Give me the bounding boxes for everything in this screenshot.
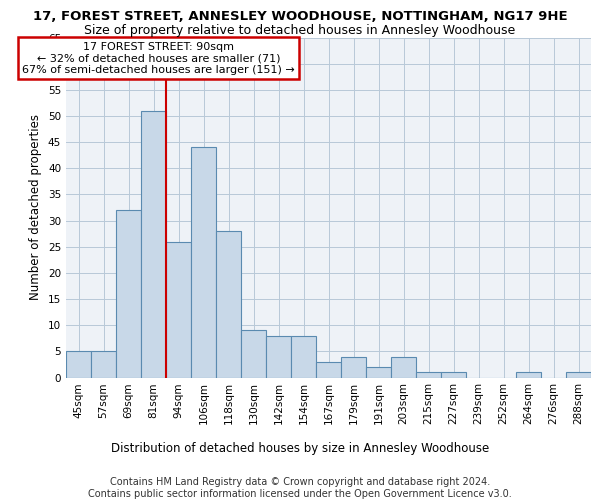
Y-axis label: Number of detached properties: Number of detached properties (29, 114, 43, 300)
Bar (316, 362, 341, 378)
Bar (166, 242, 191, 378)
Bar (66, 352, 91, 378)
Bar (366, 367, 391, 378)
Bar (341, 356, 366, 378)
Bar (241, 330, 266, 378)
Text: 17 FOREST STREET: 90sqm
← 32% of detached houses are smaller (71)
67% of semi-de: 17 FOREST STREET: 90sqm ← 32% of detache… (22, 42, 295, 75)
Bar (566, 372, 591, 378)
Bar (91, 352, 116, 378)
Text: Contains HM Land Registry data © Crown copyright and database right 2024.
Contai: Contains HM Land Registry data © Crown c… (88, 478, 512, 499)
Bar (391, 356, 416, 378)
Bar (416, 372, 441, 378)
Bar (516, 372, 541, 378)
Text: Size of property relative to detached houses in Annesley Woodhouse: Size of property relative to detached ho… (85, 24, 515, 37)
Bar (441, 372, 466, 378)
Text: 17, FOREST STREET, ANNESLEY WOODHOUSE, NOTTINGHAM, NG17 9HE: 17, FOREST STREET, ANNESLEY WOODHOUSE, N… (32, 10, 568, 23)
Bar (216, 231, 241, 378)
Bar (291, 336, 316, 378)
Bar (191, 148, 216, 378)
Bar (116, 210, 141, 378)
Bar (266, 336, 291, 378)
Text: Distribution of detached houses by size in Annesley Woodhouse: Distribution of detached houses by size … (111, 442, 489, 455)
Bar (141, 110, 166, 378)
